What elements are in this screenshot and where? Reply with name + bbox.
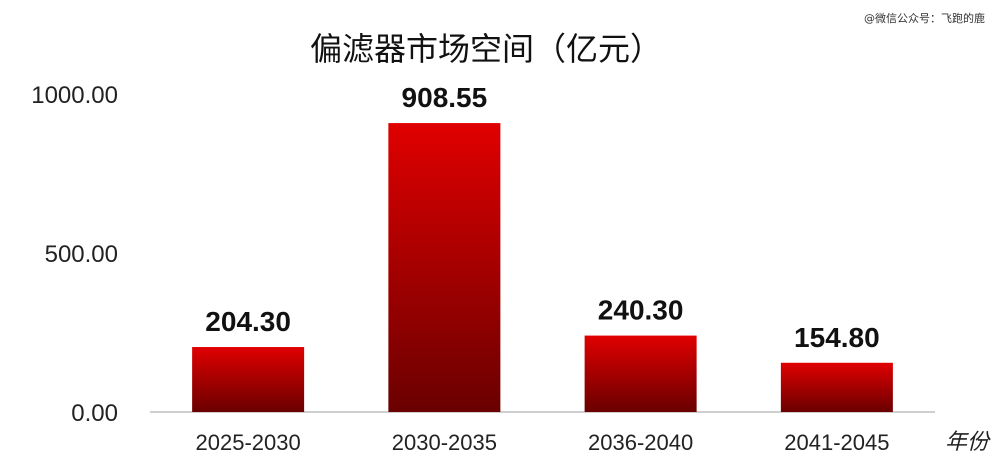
x-tick-label: 2036-2040 bbox=[588, 430, 693, 455]
x-axis: 2025-2030 2030-2035 2036-2040 2041-2045 bbox=[196, 430, 890, 455]
y-tick-label: 500.00 bbox=[45, 241, 118, 268]
data-label: 204.30 bbox=[205, 306, 291, 337]
bar bbox=[584, 335, 697, 412]
x-tick-label: 2041-2045 bbox=[784, 430, 889, 455]
bar bbox=[388, 123, 501, 412]
chart-title: 偏滤器市场空间（亿元） bbox=[310, 30, 662, 68]
y-tick-label: 0.00 bbox=[71, 400, 118, 427]
bars: 204.30 908.55 240.30 154.80 bbox=[192, 82, 893, 412]
x-tick-label: 2030-2035 bbox=[392, 430, 497, 455]
x-axis-label: 年份 bbox=[945, 430, 991, 455]
bar bbox=[192, 347, 305, 412]
watermark: @微信公众号：飞跑的鹿 bbox=[864, 11, 985, 25]
data-label: 154.80 bbox=[794, 322, 880, 353]
y-tick-label: 1000.00 bbox=[31, 82, 118, 109]
bar bbox=[780, 362, 893, 412]
y-axis: 0.00 500.00 1000.00 bbox=[31, 82, 118, 427]
x-tick-label: 2025-2030 bbox=[196, 430, 301, 455]
data-label: 240.30 bbox=[598, 295, 684, 326]
data-label: 908.55 bbox=[402, 82, 488, 113]
